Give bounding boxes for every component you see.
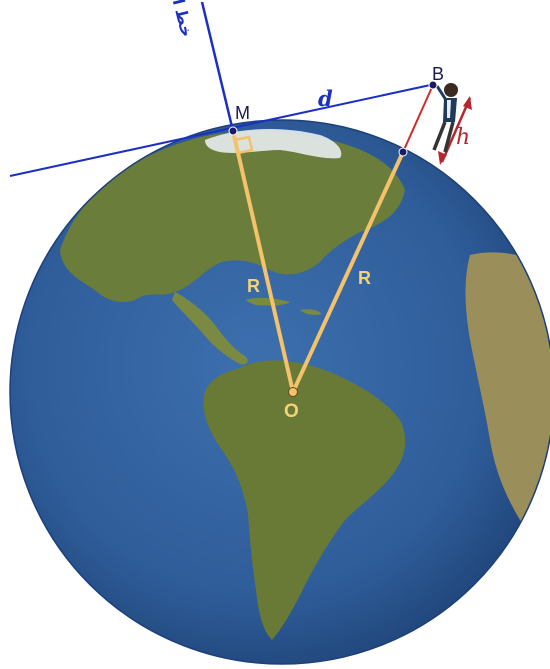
observer-figure [432, 83, 458, 153]
label-radius-right: R [358, 268, 371, 288]
height-arrow-head-top [463, 96, 472, 110]
point-o-marker [288, 387, 298, 397]
earth-globe [9, 119, 550, 665]
label-m: M [235, 103, 250, 123]
label-d: d [318, 86, 333, 111]
radius-line-om [231, 130, 295, 393]
height-segment [402, 84, 434, 153]
south-america-landmass [203, 360, 406, 640]
africa-landmass [465, 252, 550, 560]
surface-point-marker [398, 147, 408, 157]
point-m-marker [228, 126, 238, 136]
label-h: h [456, 125, 470, 150]
horizon-tangent-line [9, 83, 436, 177]
label-o: O [284, 401, 299, 422]
central-america-landmass [172, 292, 248, 365]
height-arrow-head-bottom [438, 151, 447, 165]
point-b-marker [428, 80, 438, 90]
radius-line-o-surface [291, 151, 405, 393]
label-horizon-line: خط الأفق [160, 0, 197, 39]
perpendicular-line [200, 1, 235, 132]
right-angle-marker [233, 135, 254, 155]
north-america-landmass [60, 131, 405, 302]
label-b: B [432, 64, 444, 84]
label-radius-left: R [247, 276, 260, 296]
